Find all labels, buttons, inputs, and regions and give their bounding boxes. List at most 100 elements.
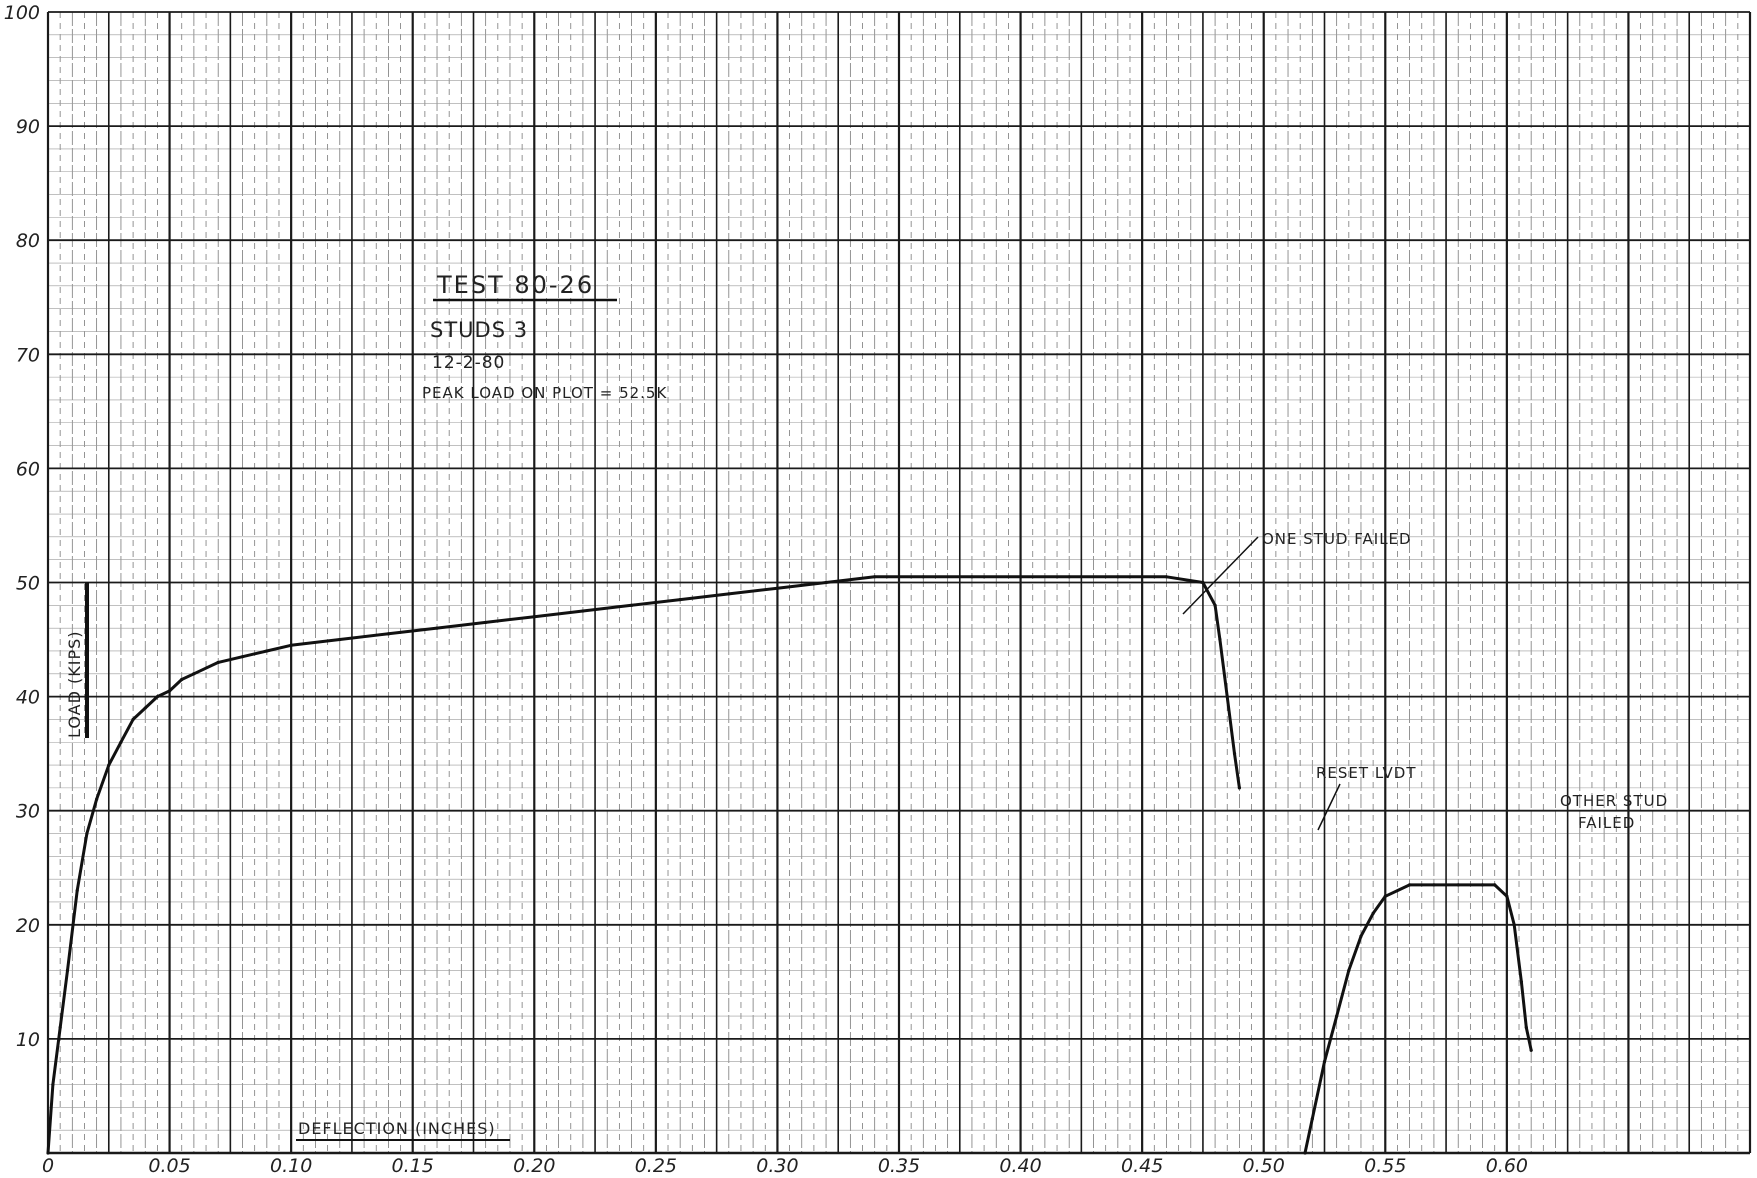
x-tick-label: 0.60 <box>1486 1155 1528 1177</box>
data-point <box>581 609 585 613</box>
studs-note: STUDS 3 <box>430 318 528 342</box>
chart-title: TEST 80-26 <box>436 271 594 299</box>
series-layer <box>46 575 1533 1155</box>
data-point <box>1347 968 1351 973</box>
data-point <box>435 626 439 630</box>
y-tick-label: 80 <box>16 230 40 252</box>
data-point <box>85 831 89 836</box>
data-point <box>167 689 172 693</box>
data-point <box>727 592 731 596</box>
data-point <box>873 575 877 579</box>
annotation-reset-lvdt-arrow <box>1317 783 1341 831</box>
data-point <box>629 603 634 607</box>
y-tick-label: 40 <box>16 687 40 709</box>
data-point <box>216 660 220 664</box>
data-point <box>970 575 974 579</box>
data-point <box>155 695 160 699</box>
data-point <box>1213 603 1217 607</box>
data-point <box>1371 911 1375 915</box>
data-point <box>289 643 293 647</box>
data-point <box>1529 1048 1533 1052</box>
annotation-one-stud-failed-arrow <box>1182 536 1259 615</box>
y-tick-label: 30 <box>16 801 40 823</box>
data-point <box>107 763 111 767</box>
data-point <box>1383 894 1387 898</box>
data-point <box>51 1082 55 1087</box>
data-point <box>824 580 828 585</box>
annotation-one-stud-failed: ONE STUD FAILED <box>1262 530 1412 548</box>
data-point <box>1408 883 1412 887</box>
annotation-other-stud: OTHER STUD <box>1560 792 1668 810</box>
data-point <box>65 968 70 973</box>
data-point <box>1232 752 1237 756</box>
annotation-reset-lvdt: RESET LVDT <box>1316 764 1417 782</box>
data-point <box>1310 1117 1314 1121</box>
data-point <box>119 740 123 744</box>
x-tick-label: 0.50 <box>1243 1155 1285 1177</box>
data-point <box>75 888 79 893</box>
x-tick-label: 0.20 <box>513 1155 555 1177</box>
date-note: 12-2-80 <box>432 353 505 373</box>
data-point <box>1303 1151 1307 1155</box>
data-point <box>192 672 196 676</box>
data-point <box>1524 1025 1528 1030</box>
data-point <box>1067 575 1071 579</box>
x-tick-label: 0.55 <box>1364 1155 1406 1177</box>
x-tick-label: 0.10 <box>270 1155 312 1177</box>
x-tick-label: 0.45 <box>1121 1155 1163 1177</box>
data-point <box>1505 894 1509 898</box>
data-point <box>775 586 780 590</box>
data-point <box>1519 980 1524 984</box>
x-tick-label: 0.15 <box>392 1155 434 1177</box>
peak-load-note: PEAK LOAD ON PLOT = 52.5K <box>422 384 667 402</box>
major-grid <box>46 11 1752 1155</box>
data-point <box>58 1025 62 1030</box>
data-point <box>678 598 682 602</box>
data-point <box>1322 1060 1327 1064</box>
data-point <box>1512 923 1516 927</box>
annotation-failed: FAILED <box>1578 814 1635 832</box>
data-point <box>1225 695 1229 699</box>
x-axis-label: DEFLECTION (INCHES) <box>298 1119 496 1138</box>
data-point <box>1480 883 1485 887</box>
data-point <box>1359 934 1363 938</box>
y-tick-label: 50 <box>16 573 40 595</box>
data-point <box>1116 575 1120 579</box>
x-tick-label: 0.40 <box>999 1155 1041 1177</box>
y-tick-labels: 10 20 30 40 50 60 70 80 90 100 <box>4 2 40 1051</box>
y-tick-label: 90 <box>16 116 40 138</box>
data-point <box>386 632 390 636</box>
data-point <box>1164 575 1169 579</box>
data-point <box>484 620 488 625</box>
data-point <box>1201 580 1205 585</box>
data-point <box>1432 883 1436 887</box>
data-point <box>1335 1014 1339 1018</box>
data-point <box>338 637 342 642</box>
data-point <box>1018 575 1023 579</box>
x-tick-label: 0.35 <box>878 1155 920 1177</box>
data-point <box>240 655 245 659</box>
series-line-2 <box>1303 883 1533 1155</box>
x-tick-label: 0.05 <box>148 1155 190 1177</box>
data-point <box>265 649 269 653</box>
data-point <box>46 1151 50 1155</box>
data-point <box>1237 786 1241 790</box>
y-tick-label: 70 <box>16 344 40 366</box>
data-point <box>95 797 99 801</box>
data-point <box>180 677 184 682</box>
data-point <box>131 717 135 722</box>
data-point <box>1493 883 1497 887</box>
data-point <box>143 706 147 710</box>
x-tick-labels: 0 0.05 0.10 0.15 0.20 0.25 0.30 0.35 0.40 0.45 0.5… <box>42 1155 1528 1177</box>
y-tick-label: 60 <box>16 458 40 480</box>
x-tick-label: 0.25 <box>635 1155 677 1177</box>
data-point <box>921 575 925 579</box>
y-tick-label: 100 <box>4 2 40 24</box>
data-point <box>1218 637 1222 642</box>
y-tick-label: 10 <box>16 1029 40 1051</box>
y-axis-label: LOAD (KIPS) <box>65 630 84 738</box>
y-tick-label: 20 <box>16 915 40 937</box>
x-tick-label: 0 <box>42 1155 54 1177</box>
